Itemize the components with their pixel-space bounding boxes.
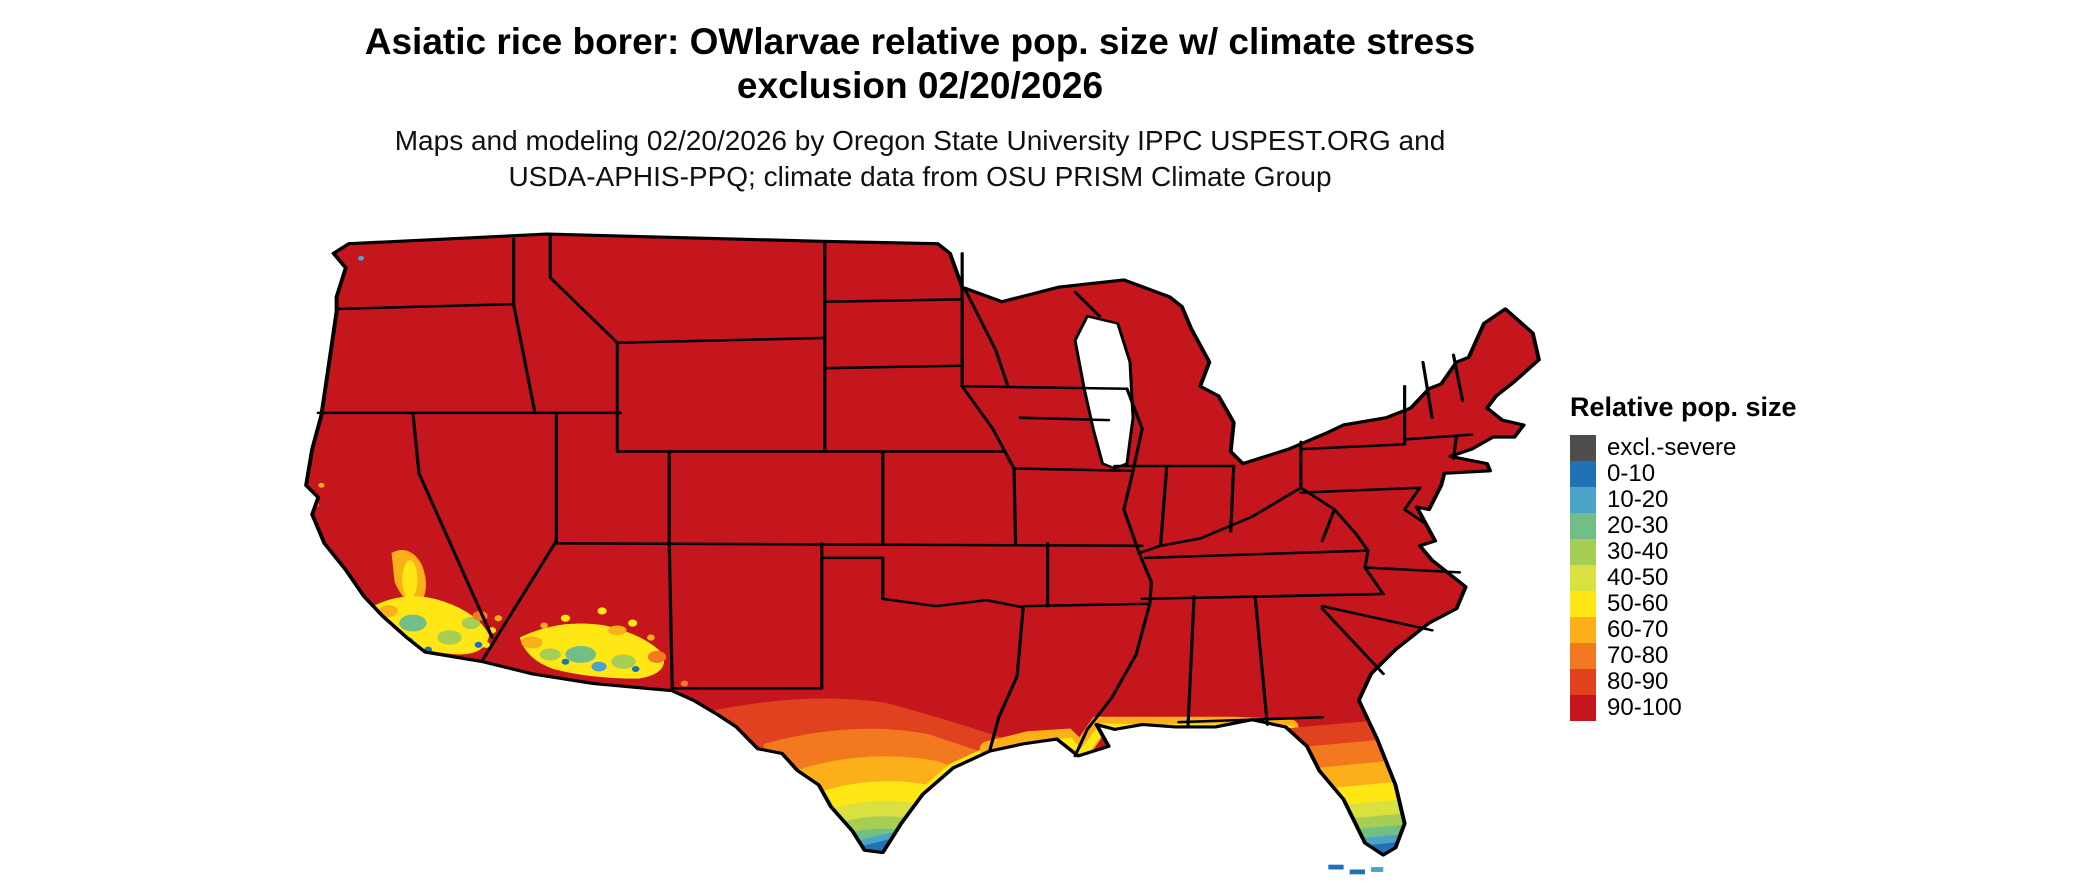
subtitle-line-1: Maps and modeling 02/20/2026 by Oregon S… — [394, 125, 1446, 157]
legend-label-b3040: 30-40 — [1607, 538, 1669, 565]
legend: Relative pop. size excl.-severe 0-10 10-20… — [1570, 392, 1797, 721]
legend-label-excl: excl.-severe — [1607, 434, 1737, 461]
legend-row-excl: excl.-severe — [1570, 434, 1797, 461]
legend-swatch-b0010 — [1570, 461, 1596, 487]
legend-row-b90100: 90-100 — [1570, 694, 1797, 721]
legend-swatch-b3040 — [1570, 539, 1596, 565]
legend-swatch-b4050 — [1570, 565, 1596, 591]
subtitle-line-2: USDA-APHIS-PPQ; climate data from OSU PR… — [508, 161, 1332, 193]
legend-label-b1020: 10-20 — [1607, 486, 1669, 513]
legend-row-b0010: 0-10 — [1570, 460, 1797, 487]
legend-label-b2030: 20-30 — [1607, 512, 1669, 539]
legend-swatch-b1020 — [1570, 487, 1596, 513]
legend-swatch-b5060 — [1570, 591, 1596, 617]
legend-row-b7080: 70-80 — [1570, 642, 1797, 669]
legend-row-b3040: 30-40 — [1570, 538, 1797, 565]
legend-swatch-b8090 — [1570, 669, 1596, 695]
legend-row-b4050: 40-50 — [1570, 564, 1797, 591]
legend-title: Relative pop. size — [1570, 392, 1797, 422]
legend-row-b5060: 50-60 — [1570, 590, 1797, 617]
florida-keys — [1328, 864, 1384, 875]
legend-swatch-excl — [1570, 435, 1596, 461]
legend-entries: excl.-severe 0-10 10-20 20-30 30-40 40-50 50-6… — [1570, 434, 1797, 721]
legend-label-b0010: 0-10 — [1607, 460, 1656, 487]
page-subtitle: Maps and modeling 02/20/2026 by Oregon S… — [0, 123, 1840, 195]
national-outline — [304, 232, 1541, 857]
legend-row-b1020: 10-20 — [1570, 486, 1797, 513]
legend-label-b4050: 40-50 — [1607, 564, 1669, 591]
legend-label-b5060: 50-60 — [1607, 590, 1669, 617]
page-title: Asiatic rice borer: OWlarvae relative po… — [0, 20, 1840, 107]
legend-swatch-b2030 — [1570, 513, 1596, 539]
legend-swatch-b7080 — [1570, 643, 1596, 669]
us-map — [304, 232, 1541, 875]
legend-label-b7080: 70-80 — [1607, 642, 1669, 669]
great-lakes — [1073, 314, 1135, 470]
title-line-1: Asiatic rice borer: OWlarvae relative po… — [364, 21, 1476, 62]
legend-label-b90100: 90-100 — [1607, 694, 1682, 721]
legend-label-b6070: 60-70 — [1607, 616, 1669, 643]
title-line-2: exclusion 02/20/2026 — [736, 64, 1104, 106]
legend-swatch-b90100 — [1570, 695, 1596, 721]
header: Asiatic rice borer: OWlarvae relative po… — [0, 20, 1840, 195]
legend-row-b8090: 80-90 — [1570, 668, 1797, 695]
legend-row-b6070: 60-70 — [1570, 616, 1797, 643]
legend-swatch-b6070 — [1570, 617, 1596, 643]
legend-row-b2030: 20-30 — [1570, 512, 1797, 539]
legend-label-b8090: 80-90 — [1607, 668, 1669, 695]
